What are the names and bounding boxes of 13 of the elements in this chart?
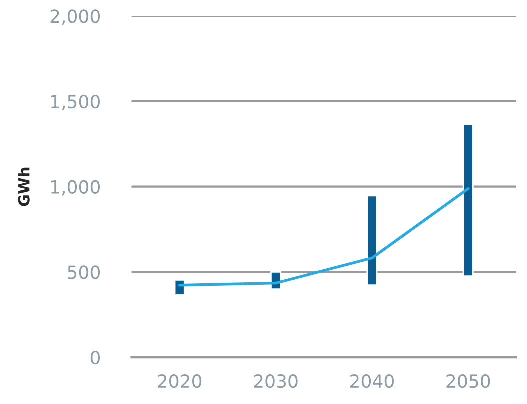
bar	[462, 124, 474, 277]
y-tick-label: 0	[90, 351, 100, 365]
x-tick-label: 2050	[446, 374, 490, 388]
y-tick-label: 1,500	[51, 94, 100, 110]
x-tick-label: 2030	[254, 374, 298, 388]
y-tick-label: 1,000	[51, 180, 100, 196]
bar	[366, 195, 378, 286]
x-tick-label: 2040	[350, 374, 394, 388]
y-tick-label: 2,000	[50, 10, 100, 26]
line-series	[178, 188, 470, 287]
y-tick-label: 500	[68, 266, 100, 280]
x-tick-label: 2020	[158, 374, 202, 388]
y-axis-title: GWh	[18, 168, 30, 206]
